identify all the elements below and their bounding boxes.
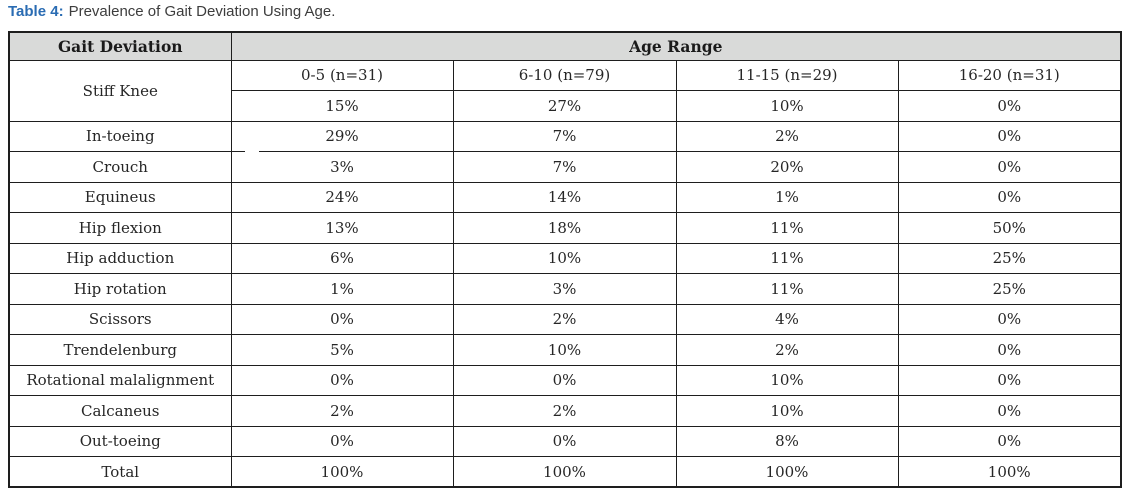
age-column-header: 11-15 (n=29) [675,59,899,91]
cell-value: 20% [675,151,899,183]
cell-value: 0% [897,181,1122,213]
cell-value: 3% [230,151,454,183]
cell-value: 7% [452,120,677,152]
cell-value: 0% [897,120,1122,152]
table-row: In-toeing 29% 7% 2% 0% [8,120,1122,152]
row-label: Total [8,456,232,488]
cell-value: 0% [897,364,1122,396]
cell-value: 0% [897,151,1122,183]
cell-value: 11% [675,273,899,305]
cell-value: 25% [897,273,1122,305]
cell-value: 100% [897,456,1122,488]
cell-value: 100% [675,456,899,488]
cell-value: 27% [452,90,677,122]
cell-value: 0% [452,425,677,457]
cell-value: 100% [452,456,677,488]
cell-value: 14% [452,181,677,213]
cell-value: 25% [897,242,1122,274]
cell-value: 6% [230,242,454,274]
cell-value: 0% [897,303,1122,335]
column-header-gait-deviation: Gait Deviation [8,31,232,61]
cell-value: 100% [230,456,454,488]
table-row: Hip adduction 6% 10% 11% 25% [8,242,1122,274]
cell-value: 15% [230,90,454,122]
cell-value: 24% [230,181,454,213]
row-label: Out-toeing [8,425,232,457]
cell-value: 2% [452,303,677,335]
row-label: Crouch [8,151,232,183]
cell-value: 0% [230,303,454,335]
table-row: Scissors 0% 2% 4% 0% [8,303,1122,335]
row-label: Rotational malalignment [8,364,232,396]
data-table: Gait Deviation Age Range Stiff Knee 0-5 … [8,31,1122,488]
cell-value: 11% [675,242,899,274]
cell-value: 0% [230,364,454,396]
scan-artifact-border-gap [245,150,259,155]
cell-value: 4% [675,303,899,335]
cell-value: 11% [675,212,899,244]
cell-value: 29% [230,120,454,152]
table-row-total: Total 100% 100% 100% 100% [8,456,1122,488]
cell-value: 13% [230,212,454,244]
table-header-row: Gait Deviation Age Range [8,31,1122,61]
row-label: Hip adduction [8,242,232,274]
cell-value: 10% [452,242,677,274]
cell-value: 10% [675,395,899,427]
cell-value: 0% [897,90,1122,122]
age-column-header: 0-5 (n=31) [230,59,454,91]
row-label: Scissors [8,303,232,335]
cell-value: 2% [230,395,454,427]
table-row: Rotational malalignment 0% 0% 10% 0% [8,364,1122,396]
cell-value: 10% [452,334,677,366]
table-caption: Table 4: Prevalence of Gait Deviation Usi… [8,3,335,20]
age-subheader-row: Stiff Knee 0-5 (n=31) 6-10 (n=79) 11-15 … [8,59,1122,122]
cell-value: 18% [452,212,677,244]
cell-value: 10% [675,364,899,396]
table-row: Hip flexion 13% 18% 11% 50% [8,212,1122,244]
table-row: Trendelenburg 5% 10% 2% 0% [8,334,1122,366]
cell-value: 0% [897,334,1122,366]
cell-value: 2% [675,120,899,152]
table-caption-label: Table 4: [8,3,64,20]
column-header-age-range: Age Range [230,31,1122,61]
table-row: 15% 27% 10% 0% [9,90,1122,122]
cell-value: 50% [897,212,1122,244]
gait-deviation-table: Gait Deviation Age Range Stiff Knee 0-5 … [8,31,1122,488]
cell-value: 3% [452,273,677,305]
cell-value: 5% [230,334,454,366]
row-label: Calcaneus [8,395,232,427]
table-row: Out-toeing 0% 0% 8% 0% [8,425,1122,457]
cell-value: 0% [452,364,677,396]
row-label: Trendelenburg [8,334,232,366]
cell-value: 8% [675,425,899,457]
table-row: Crouch 3% 7% 20% 0% [8,151,1122,183]
cell-value: 7% [452,151,677,183]
cell-value: 0% [230,425,454,457]
table-row: Calcaneus 2% 2% 10% 0% [8,395,1122,427]
cell-value: 1% [675,181,899,213]
table-row: Hip rotation 1% 3% 11% 25% [8,273,1122,305]
cell-value: 10% [675,90,899,122]
row-label: Hip rotation [8,273,232,305]
cell-value: 0% [897,395,1122,427]
table-caption-text: Prevalence of Gait Deviation Using Age. [68,3,336,20]
row-label: Equineus [8,181,232,213]
cell-value: 0% [897,425,1122,457]
cell-value: 2% [675,334,899,366]
age-column-header: 6-10 (n=79) [452,59,677,91]
row-label-stiff-knee: Stiff Knee [8,59,232,122]
cell-value: 2% [452,395,677,427]
cell-value: 1% [230,273,454,305]
age-column-header: 16-20 (n=31) [897,59,1122,91]
row-label: Hip flexion [8,212,232,244]
row-label: In-toeing [8,120,232,152]
table-row: Equineus 24% 14% 1% 0% [8,181,1122,213]
